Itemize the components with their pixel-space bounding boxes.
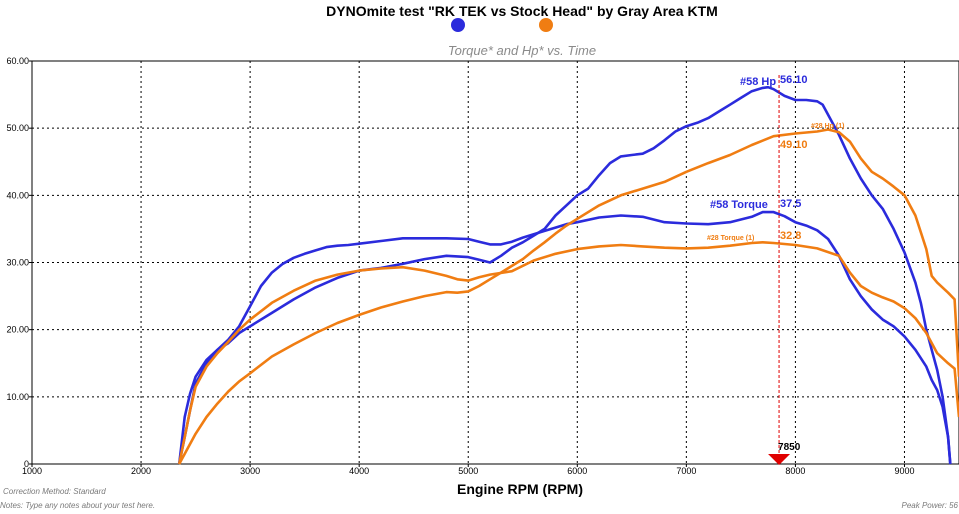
x-tick-label: 9000 <box>894 466 914 476</box>
y-tick-label: 10.00 <box>6 392 29 402</box>
x-tick-label: 7000 <box>676 466 696 476</box>
grid-lines <box>32 61 959 464</box>
series-line-28-torque-1 <box>177 241 959 465</box>
y-tick-label: 0 <box>24 459 29 469</box>
tq58-label: #58 Torque <box>710 199 768 211</box>
peak-power: Peak Power: 56 <box>902 501 959 510</box>
y-axis-ticks: 0 10.00 20.00 30.00 40.00 50.00 60.00 <box>6 56 32 469</box>
legend-dot-blue <box>451 18 465 32</box>
x-tick-label: 3000 <box>240 466 260 476</box>
x-axis-ticks: 1000 2000 3000 4000 5000 6000 7000 8000 9000 <box>22 464 914 476</box>
y-tick-label: 30.00 <box>6 258 29 268</box>
tq28-label: #28 Torque (1) <box>707 235 754 242</box>
annotations: 7850 #58 Hp 56.10 #28 Hp (1) 49.10 #58 Torque… <box>707 74 844 465</box>
hp58-label: #58 Hp <box>740 76 776 88</box>
x-tick-label: 2000 <box>131 466 151 476</box>
series-line-28-hp-1 <box>178 128 959 465</box>
chart-subtitle: Torque* and Hp* vs. Time <box>448 43 596 58</box>
rpm-marker-label: 7850 <box>778 442 801 453</box>
correction-method: Correction Method: Standard <box>3 487 106 496</box>
hp58-value: 56.10 <box>780 74 808 86</box>
chart-title: DYNOmite test "RK TEK vs Stock Head" by … <box>326 3 718 19</box>
y-tick-label: 60.00 <box>6 56 29 66</box>
x-tick-label: 1000 <box>22 466 42 476</box>
y-tick-label: 40.00 <box>6 190 29 200</box>
series-group <box>177 85 959 465</box>
plot-area <box>31 60 959 465</box>
y-tick-label: 50.00 <box>6 123 29 133</box>
tq58-value: 37.5 <box>780 198 801 210</box>
x-tick-label: 6000 <box>567 466 587 476</box>
x-axis-label: Engine RPM (RPM) <box>457 481 583 497</box>
hp28-value: 49.10 <box>780 139 808 151</box>
test-notes: Notes: Type any notes about your test he… <box>0 501 155 510</box>
series-line-58-hp <box>177 85 952 465</box>
x-tick-label: 4000 <box>349 466 369 476</box>
legend-dot-orange <box>539 18 553 32</box>
x-tick-label: 5000 <box>458 466 478 476</box>
hp28-label: #28 Hp (1) <box>811 123 844 130</box>
y-tick-label: 20.00 <box>6 325 29 335</box>
tq28-value: 32.8 <box>780 230 801 242</box>
rpm-marker-triangle[interactable] <box>768 454 791 465</box>
x-tick-label: 8000 <box>785 466 805 476</box>
series-line-58-torque <box>177 210 952 465</box>
